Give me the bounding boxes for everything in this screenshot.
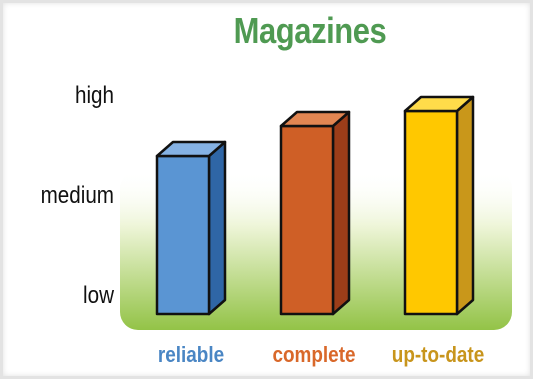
- bar-complete: [279, 110, 351, 316]
- y-tick-label-medium: medium: [40, 182, 114, 209]
- x-category-label-up-to-date: up-to-date: [391, 342, 485, 367]
- bar-front-face: [155, 154, 211, 316]
- bar-up-to-date: [403, 95, 475, 316]
- bar-side-face: [207, 140, 227, 316]
- x-category-label-complete: complete: [272, 342, 356, 367]
- bar-layer: [155, 95, 475, 316]
- chart-title: Magazines: [233, 10, 387, 51]
- y-tick-label-high: high: [74, 82, 114, 109]
- bar-side-face: [331, 110, 351, 316]
- bar-front-face: [279, 124, 335, 316]
- bar-side-face: [455, 95, 475, 316]
- bar-top-face: [279, 110, 351, 128]
- bar-top-face: [155, 140, 227, 158]
- bar-top-face: [403, 95, 475, 113]
- x-category-label-reliable: reliable: [157, 342, 225, 367]
- bar-front-face: [403, 109, 459, 316]
- y-tick-label-low: low: [83, 282, 114, 309]
- bar-reliable: [155, 140, 227, 316]
